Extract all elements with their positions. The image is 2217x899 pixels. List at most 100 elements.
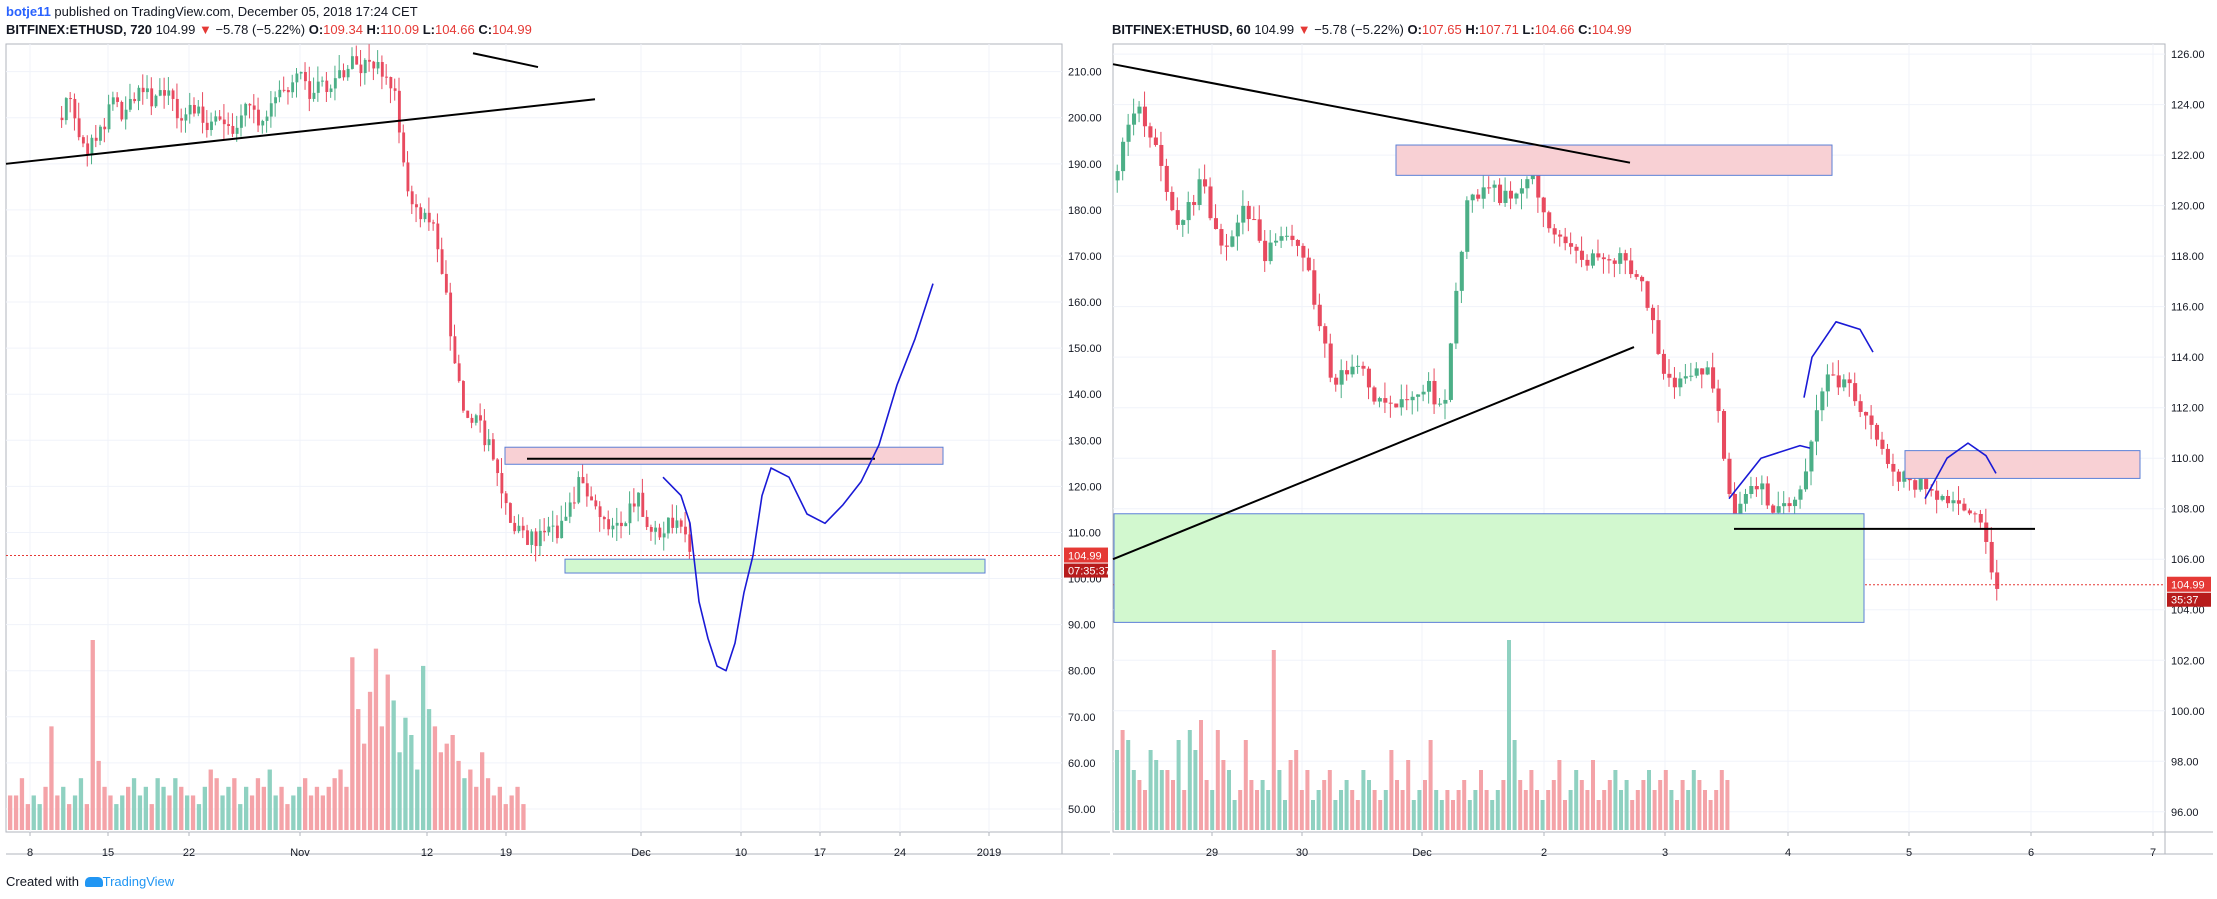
volume-bar	[1333, 800, 1338, 830]
x-tick-label: 3	[1662, 847, 1668, 859]
candle-body	[1372, 387, 1377, 402]
footer-brand[interactable]: TradingView	[102, 874, 175, 889]
candle-body	[1640, 276, 1645, 282]
volume-bar	[509, 795, 514, 830]
volume-bar	[497, 786, 502, 830]
volume-bar	[78, 778, 84, 830]
candle-body	[346, 68, 350, 78]
trendline	[5, 98, 596, 165]
candle-body	[538, 530, 542, 547]
candle-body	[1345, 370, 1350, 375]
candle-body	[321, 80, 324, 82]
volume-bar	[1697, 780, 1702, 830]
volume-bar	[1350, 790, 1355, 830]
x-tick-label: 4	[1785, 847, 1791, 859]
candle-body	[611, 525, 615, 530]
candle-body	[598, 506, 602, 518]
y-tick-label: 200.00	[1068, 113, 1102, 125]
volume-bar	[1193, 750, 1198, 830]
candle-body	[1918, 475, 1923, 490]
candle-body	[1115, 171, 1120, 181]
volume-bar	[1680, 780, 1685, 830]
candle-body	[1481, 187, 1486, 199]
y-tick-label: 180.00	[1068, 205, 1102, 217]
volume-bar	[190, 795, 196, 830]
volume-bar	[491, 795, 497, 830]
candle-body	[637, 492, 640, 507]
candle-body	[1793, 499, 1798, 507]
candle-body	[304, 72, 307, 82]
candle-body	[1765, 483, 1770, 506]
volume-bar	[1210, 790, 1215, 830]
candle-body	[94, 137, 98, 141]
y-tick-label: 118.00	[2171, 251, 2204, 263]
volume-bar	[1574, 770, 1579, 830]
candle-body	[1383, 398, 1388, 403]
candle-body	[1885, 448, 1890, 464]
candle-body	[239, 115, 243, 128]
candle-body	[1301, 245, 1306, 258]
volume-bar	[261, 786, 266, 830]
left-change: −5.78 (−5.22%)	[215, 22, 306, 37]
candle-body	[1650, 307, 1656, 321]
candle-body	[1732, 493, 1737, 514]
candle-body	[521, 525, 525, 531]
candle-body	[513, 522, 517, 532]
candle-body	[483, 420, 487, 446]
footer-prefix: Created with	[6, 874, 79, 889]
y-tick-label: 50.00	[1068, 804, 1096, 816]
volume-bar	[409, 735, 414, 830]
volume-bar	[1249, 780, 1254, 830]
candle-body	[1590, 253, 1595, 266]
candle-body	[1836, 375, 1841, 388]
volume-bar	[1176, 740, 1181, 830]
candle-body	[342, 70, 346, 78]
candle-body	[641, 492, 645, 517]
candle-body	[534, 531, 538, 547]
candle-body	[1694, 368, 1699, 376]
candle-body	[620, 522, 623, 527]
demand-zone	[564, 558, 986, 574]
candle-body	[453, 336, 457, 364]
publisher-username[interactable]: botje11	[6, 4, 51, 19]
candle-body	[1274, 240, 1279, 243]
volume-bar	[1691, 770, 1696, 830]
y-tick-label: 70.00	[1068, 712, 1096, 724]
volume-bar	[438, 752, 443, 830]
volume-bar	[332, 778, 337, 830]
candle-body	[99, 126, 102, 141]
candle-body	[658, 527, 662, 538]
candle-body	[1159, 144, 1164, 166]
candle-body	[116, 97, 119, 102]
candle-body	[1487, 187, 1492, 189]
volume-bar	[19, 778, 25, 830]
candle-body	[1279, 236, 1284, 241]
volume-bar	[1154, 760, 1159, 830]
candle-body	[1743, 494, 1748, 504]
candle-body	[1230, 236, 1235, 247]
volume-bar	[1563, 800, 1567, 830]
candle-body	[607, 519, 611, 530]
candle-body	[1131, 113, 1137, 125]
candle-body	[1181, 220, 1186, 225]
candle-body	[184, 114, 188, 121]
volume-bar	[244, 786, 249, 830]
volume-bar	[1243, 740, 1248, 830]
volume-bar	[43, 786, 48, 830]
volume-bar	[220, 795, 225, 830]
candle-body	[1716, 388, 1721, 412]
volume-bar	[362, 743, 367, 830]
candle-body	[393, 88, 397, 91]
volume-bar	[1389, 750, 1394, 830]
candle-body	[688, 534, 692, 552]
volume-bar	[1630, 800, 1635, 830]
volume-bar	[1182, 790, 1187, 830]
footer: Created with TradingView	[6, 874, 174, 890]
volume-bar	[1400, 790, 1405, 830]
volume-bar	[1327, 770, 1332, 830]
candle-body	[171, 90, 175, 99]
candle-body	[1569, 243, 1574, 247]
candle-body	[624, 523, 628, 527]
volume-bar	[249, 795, 255, 830]
